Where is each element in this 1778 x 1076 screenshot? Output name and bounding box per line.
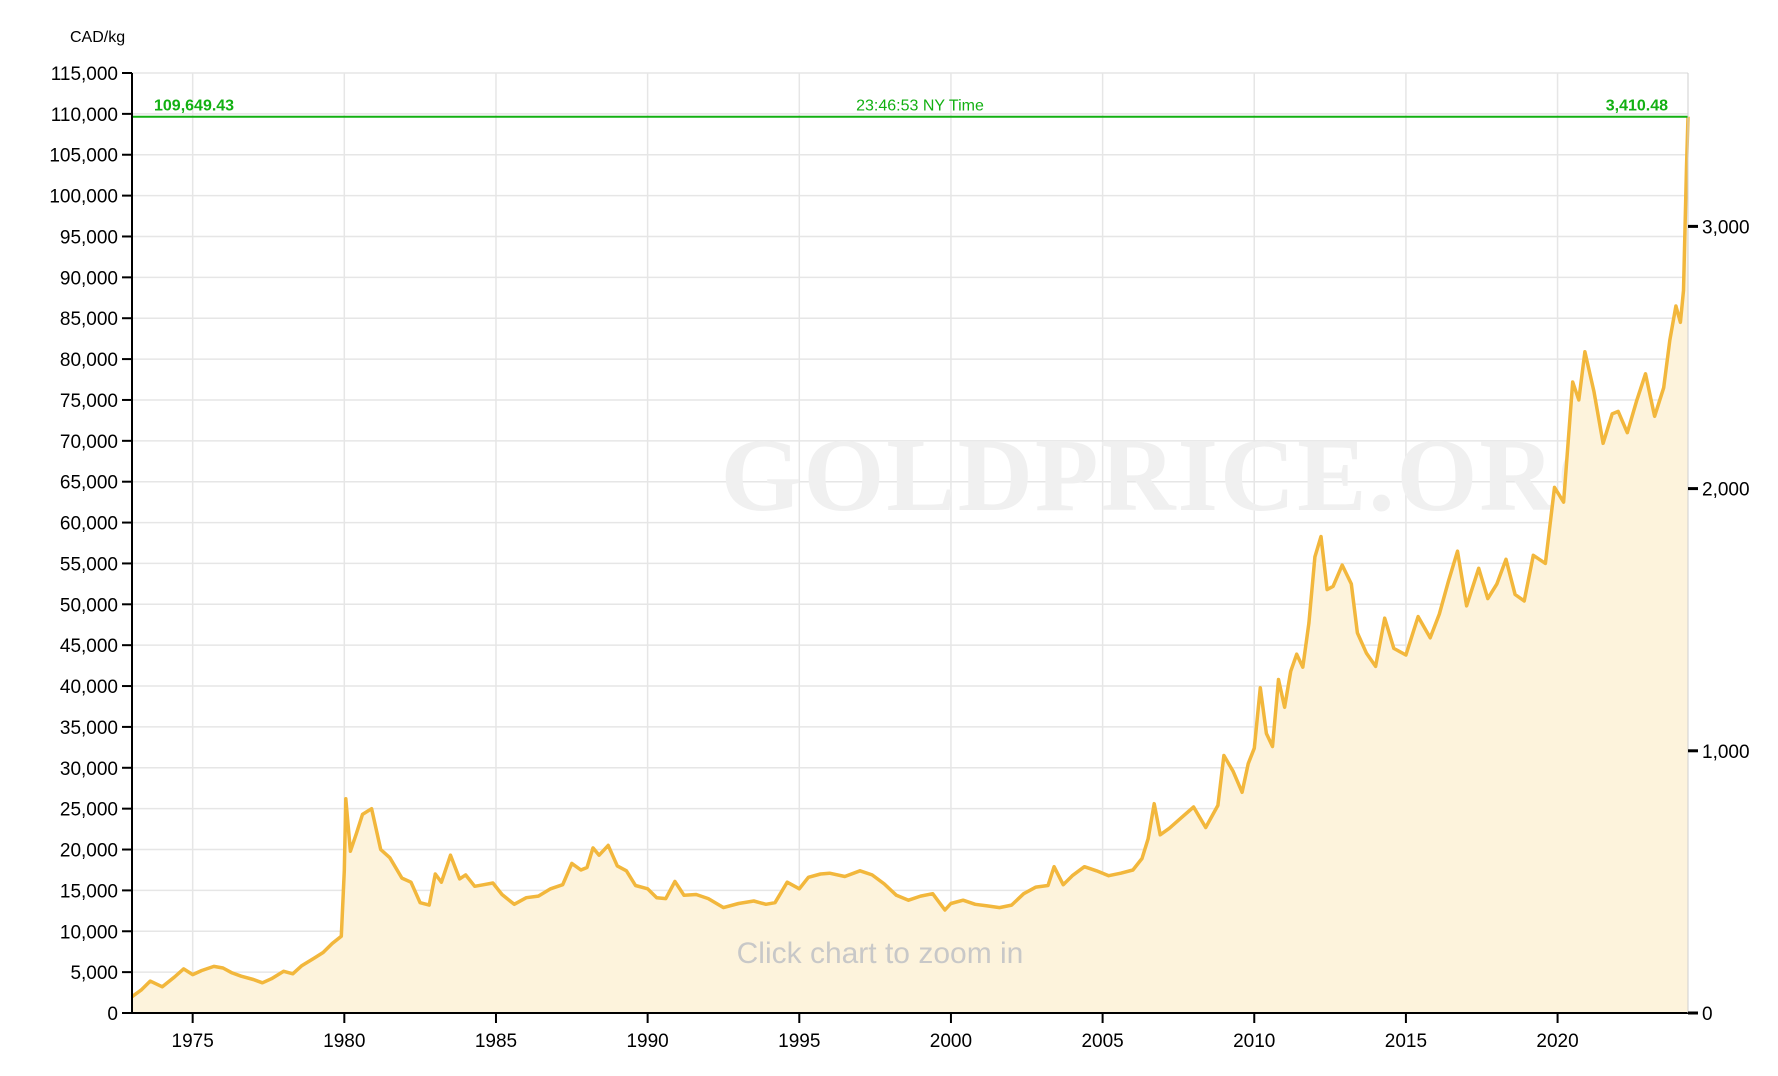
price-line xyxy=(130,116,1690,999)
x-axis-ticks: 1975 1980 1985 1990 1995 2000 2005 2010 2015 2020 xyxy=(172,1013,1579,1052)
left-y-tick-label: 60,000 xyxy=(60,514,118,535)
left-y-tick-label: 115,000 xyxy=(51,64,118,85)
left-y-tick-label: 50,000 xyxy=(60,595,118,616)
left-y-tick-label: 75,000 xyxy=(60,391,118,412)
left-y-tick-label: 105,000 xyxy=(49,146,118,167)
left-y-tick-label: 0 xyxy=(107,1004,118,1025)
x-tick-label: 1975 xyxy=(172,1031,214,1052)
grid-lines xyxy=(132,72,1688,1014)
left-y-tick-label: 30,000 xyxy=(60,759,118,780)
right-y-tick-label: 1,000 xyxy=(1702,742,1750,763)
left-y-tick-label: 90,000 xyxy=(60,268,118,289)
left-y-tick-label: 70,000 xyxy=(60,432,118,453)
left-y-tick-label: 40,000 xyxy=(60,677,118,698)
x-tick-label: 2000 xyxy=(930,1031,972,1052)
price-area-fill xyxy=(132,116,1688,1013)
current-price-left-label: 109,649.43 xyxy=(154,98,234,115)
x-tick-label: 1985 xyxy=(475,1031,517,1052)
x-tick-label: 1980 xyxy=(323,1031,365,1052)
left-y-tick-label: 25,000 xyxy=(60,800,118,821)
left-y-axis-ticks: 0 5,000 10,000 15,000 20,000 25,000 30,000 35,0… xyxy=(49,64,132,1025)
left-y-tick-label: 95,000 xyxy=(60,227,118,248)
x-tick-label: 1990 xyxy=(626,1031,668,1052)
x-tick-label: 2005 xyxy=(1081,1031,1123,1052)
right-y-tick-label: 0 xyxy=(1702,1004,1713,1025)
left-y-tick-label: 5,000 xyxy=(70,963,118,984)
x-tick-label: 2010 xyxy=(1233,1031,1275,1052)
left-y-tick-label: 55,000 xyxy=(60,554,118,575)
left-y-tick-label: 85,000 xyxy=(60,309,118,330)
currency-unit-label: CAD/kg xyxy=(70,29,125,46)
left-y-tick-label: 15,000 xyxy=(60,881,118,902)
current-price-line-group: 109,649.43 23:46:53 NY Time 3,410.48 xyxy=(132,98,1688,118)
right-y-tick-label: 2,000 xyxy=(1702,480,1750,501)
zoom-hint-text[interactable]: Click chart to zoom in xyxy=(737,937,1024,970)
axes xyxy=(131,73,1689,1014)
right-y-axis-ticks: 0 1,000 2,000 3,000 xyxy=(1688,217,1750,1025)
x-tick-label: 2015 xyxy=(1385,1031,1427,1052)
current-price-right-label: 3,410.48 xyxy=(1606,98,1668,115)
current-time-label: 23:46:53 NY Time xyxy=(856,98,984,115)
left-y-tick-label: 65,000 xyxy=(60,473,118,494)
right-y-tick-label: 3,000 xyxy=(1702,217,1750,238)
x-tick-label: 1995 xyxy=(778,1031,820,1052)
x-tick-label: 2020 xyxy=(1536,1031,1578,1052)
left-y-tick-label: 110,000 xyxy=(51,105,118,126)
left-y-tick-label: 20,000 xyxy=(60,841,118,862)
watermark-text: GOLDPRICE.ORG xyxy=(721,418,1640,533)
left-y-tick-label: 100,000 xyxy=(49,187,118,208)
left-y-tick-label: 35,000 xyxy=(60,718,118,739)
left-y-tick-label: 45,000 xyxy=(60,636,118,657)
left-y-tick-label: 80,000 xyxy=(60,350,118,371)
left-y-tick-label: 10,000 xyxy=(60,922,118,943)
